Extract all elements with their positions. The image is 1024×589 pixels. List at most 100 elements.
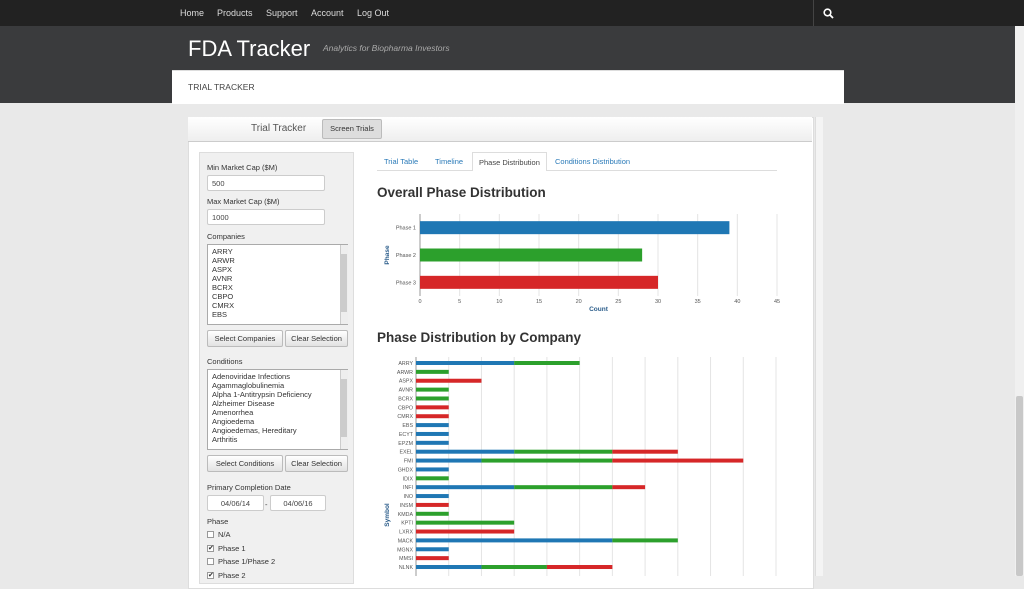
list-option[interactable]: Adenoviridae Infections [212, 372, 290, 381]
panel-tab[interactable]: Trial Tracker [251, 123, 307, 134]
date-input[interactable]: 04/06/14 [207, 495, 264, 511]
bar [420, 248, 643, 262]
y-tick-label: INFI [403, 485, 413, 491]
y-tick-label: IDIX [403, 476, 414, 482]
chart: ARRY ARWR ASPX AVNR BCRX CBPO CMRX EBS ECYT EPZM E… [384, 357, 777, 576]
list-option[interactable]: Angioedemas, Hereditary [212, 426, 297, 435]
bar-segment [481, 565, 547, 570]
tab-line [377, 170, 777, 171]
list-option[interactable]: ARRY [212, 247, 233, 256]
bar-segment [416, 502, 449, 507]
content-tab[interactable]: Phase Distribution [472, 152, 547, 171]
bar [420, 221, 730, 235]
x-tick-label: 5 [458, 299, 461, 305]
bar-segment [481, 458, 613, 463]
checkbox[interactable] [207, 558, 214, 565]
list-option[interactable]: Amenorrhea [212, 408, 254, 417]
scroll-thumb[interactable] [1016, 396, 1023, 576]
checkbox-label[interactable]: Phase 1 [218, 543, 246, 553]
nav-link[interactable]: Support [266, 8, 298, 18]
nav-link[interactable]: Home [180, 8, 205, 18]
list-option[interactable]: CMRX [212, 301, 235, 310]
checkbox-label[interactable]: Phase 1/Phase 2 [218, 557, 276, 566]
content-tab[interactable]: Conditions Distribution [555, 157, 631, 166]
scroll-thumb[interactable] [341, 379, 347, 437]
button[interactable]: Select Companies [207, 330, 283, 347]
page-scrollbar[interactable] [1015, 26, 1024, 576]
bar-segment [416, 361, 515, 365]
list-option[interactable]: Alpha 1-Antitrypsin Deficiency [212, 390, 312, 399]
bar-segment [416, 431, 449, 436]
bar-segment [514, 361, 580, 365]
date-input[interactable]: 04/06/16 [270, 495, 326, 511]
y-tick-label: ECYT [399, 432, 414, 438]
y-tick-label: CMRX [397, 414, 413, 420]
y-tick-label: Phase 1 [396, 226, 416, 232]
chart-title: Overall Phase Distribution [377, 185, 546, 200]
list-box[interactable]: ARRY ARWR ASPX AVNR BCRX CBPO CMRX EBS [207, 244, 348, 325]
y-tick-label: ASPX [399, 379, 414, 385]
list-option[interactable]: Arthritis [212, 435, 238, 444]
y-tick-label: FMI [404, 459, 413, 465]
checkbox[interactable]: ✔ [207, 544, 214, 552]
search-icon[interactable] [823, 8, 834, 19]
breadcrumb-box: TRIAL TRACKER [172, 70, 844, 104]
list-option[interactable]: CBPO [212, 292, 234, 301]
x-tick-label: 35 [695, 299, 701, 305]
field-label: Primary Completion Date [207, 483, 291, 492]
text-input[interactable]: 1000 [207, 209, 325, 225]
y-tick-label: INO [404, 494, 413, 500]
content-tab[interactable]: Timeline [435, 157, 464, 166]
button[interactable]: Clear Selection [285, 455, 348, 472]
y-tick-label: NLNK [399, 565, 414, 571]
bar-segment [416, 565, 482, 570]
panel-scrollbar[interactable] [815, 117, 823, 576]
site-title: FDA Tracker [188, 36, 311, 61]
scroll-thumb[interactable] [341, 254, 347, 312]
text-input[interactable]: 500 [207, 175, 325, 191]
site-subtitle: Analytics for Biopharma Investors [323, 43, 450, 53]
nav-link[interactable]: Account [311, 8, 344, 18]
list-option[interactable]: EBS [212, 310, 228, 319]
y-tick-label: GHDX [398, 467, 414, 473]
content-tab[interactable]: Trial Table [384, 157, 419, 166]
list-option[interactable]: Agammaglobulinemia [212, 381, 285, 390]
list-option[interactable]: ASPX [212, 265, 233, 274]
button[interactable]: Clear Selection [285, 330, 348, 347]
y-axis-label: Symbol [384, 503, 391, 527]
x-axis-label: Count [589, 306, 609, 313]
nav-bar: Home Products Support Account Log Out [0, 0, 1024, 26]
bar-segment [416, 387, 449, 392]
bar-segment [416, 556, 449, 561]
checkbox-label[interactable]: N/A [218, 530, 231, 539]
button[interactable]: Select Conditions [207, 455, 283, 472]
y-tick-label: EXEL [399, 450, 413, 456]
panel-tabs: Trial Tracker Screen Trials [188, 117, 812, 142]
nav-link[interactable]: Products [217, 8, 253, 18]
panel-tab-button[interactable]: Screen Trials [322, 119, 382, 139]
bar-segment [416, 511, 449, 516]
x-tick-label: 15 [536, 299, 542, 305]
x-tick-label: 40 [734, 299, 740, 305]
list-option[interactable]: Angioedema [212, 417, 255, 426]
bar-segment [416, 485, 515, 490]
bar-segment [416, 440, 449, 445]
list-option[interactable]: ARWR [212, 256, 235, 265]
list-option[interactable]: AVNR [212, 274, 233, 283]
bar-segment [416, 494, 449, 499]
y-tick-label: CBPO [398, 405, 413, 411]
bar-segment [416, 520, 515, 525]
y-tick-label: Phase 2 [396, 253, 416, 259]
checkbox-label[interactable]: Phase 2 [218, 570, 246, 580]
list-option[interactable]: Alzheimer Disease [212, 399, 275, 408]
list-box[interactable]: Adenoviridae Infections Agammaglobulinemi… [207, 369, 348, 450]
nav-link[interactable]: Log Out [357, 8, 390, 18]
x-tick-label: 20 [576, 299, 582, 305]
y-tick-label: MACK [398, 538, 414, 544]
list-option[interactable]: BCRX [212, 283, 233, 292]
field-label: Conditions [207, 357, 243, 366]
bar-segment [612, 485, 646, 490]
checkbox[interactable]: ✔ [207, 571, 214, 579]
checkbox[interactable] [207, 531, 214, 538]
